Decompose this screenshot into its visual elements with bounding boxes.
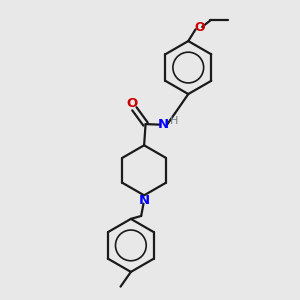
Text: O: O xyxy=(194,21,205,34)
Text: N: N xyxy=(158,118,169,130)
Text: N: N xyxy=(139,194,150,207)
Text: H: H xyxy=(170,116,178,126)
Text: O: O xyxy=(126,97,138,110)
